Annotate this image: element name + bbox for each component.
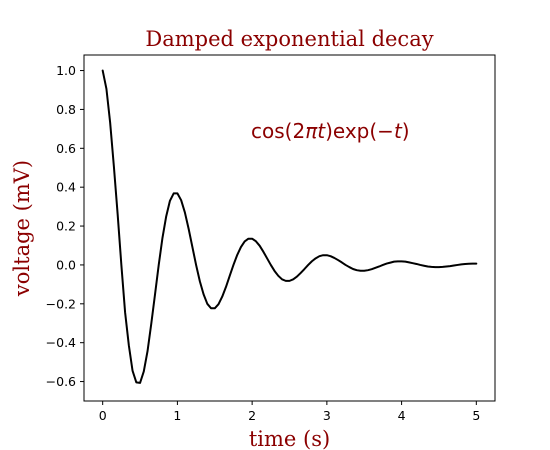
formula-pi: π [305,119,318,143]
x-axis: 0 1 2 3 4 5 [99,401,480,423]
x-tick-label: 5 [472,408,480,423]
y-tick-label: 0.2 [56,219,76,234]
y-axis-label: voltage (mV) [10,160,34,297]
y-tick-label: 0.8 [56,102,76,117]
formula-prefix: cos(2 [251,119,305,143]
plot-area [84,55,495,401]
formula-annotation: cos(2πt)exp(−t) [251,119,410,143]
x-tick-label: 2 [248,408,256,423]
x-tick-label: 3 [323,408,331,423]
formula-suffix: ) [402,119,410,143]
y-tick-label: 0.4 [56,180,76,195]
formula-t2: t [394,119,403,143]
y-tick-label: −0.6 [46,374,76,389]
y-tick-label: 0.0 [56,257,76,272]
chart-title: Damped exponential decay [145,27,433,51]
y-tick-label: −0.2 [46,296,76,311]
formula-t1: t [317,119,326,143]
y-tick-label: 0.6 [56,141,76,156]
y-axis: 1.0 0.8 0.6 0.4 0.2 0.0 −0.2 −0.4 −0.6 [46,63,84,389]
curve-layer [101,69,478,384]
x-tick-label: 0 [99,408,107,423]
plot-frame [83,54,496,402]
x-tick-label: 4 [398,408,406,423]
series-line [101,69,478,384]
x-tick-label: 1 [173,408,181,423]
formula-middle: )exp(− [325,119,394,143]
x-axis-label: time (s) [249,427,330,450]
y-tick-label: 1.0 [56,63,76,78]
y-tick-label: −0.4 [46,335,76,350]
